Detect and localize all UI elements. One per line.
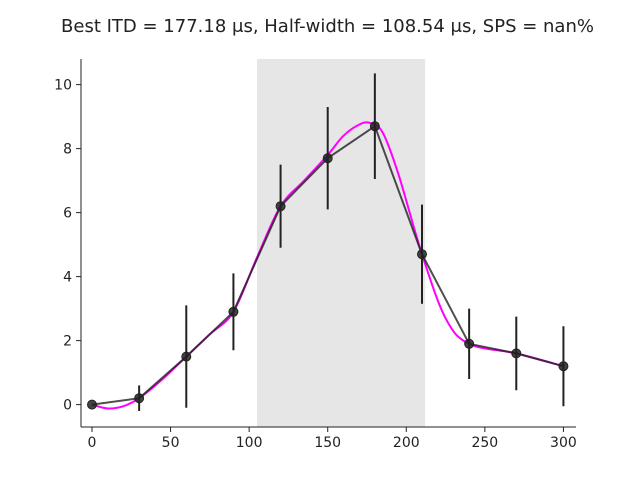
data-point (369, 121, 380, 132)
y-tick-label: 2 (63, 334, 72, 350)
y-tick-label: 8 (63, 142, 72, 158)
data-point (87, 399, 97, 410)
x-tick-label: 150 (314, 435, 341, 451)
x-tick-label: 300 (550, 435, 577, 451)
y-tick-label: 10 (54, 78, 72, 94)
x-tick-label: 100 (236, 435, 263, 451)
chart-title: Best ITD = 177.18 μs, Half-width = 108.5… (61, 16, 594, 37)
data-point (181, 351, 192, 362)
data-point (228, 306, 239, 317)
data-point (464, 338, 475, 349)
x-tick-label: 50 (162, 435, 180, 451)
data-point (134, 393, 145, 404)
y-tick-label: 0 (63, 398, 72, 414)
fit-curve (91, 121, 564, 410)
half-width-region (257, 59, 426, 427)
x-tick-label: 250 (471, 435, 498, 451)
data-point (322, 153, 333, 164)
data-point (558, 361, 569, 372)
x-tick-label: 0 (88, 435, 97, 451)
data-point (275, 201, 286, 212)
y-tick-label: 6 (63, 206, 72, 222)
data-point (511, 348, 522, 359)
data-point (417, 249, 427, 260)
y-tick-label: 4 (63, 270, 72, 286)
x-tick-label: 200 (393, 435, 420, 451)
